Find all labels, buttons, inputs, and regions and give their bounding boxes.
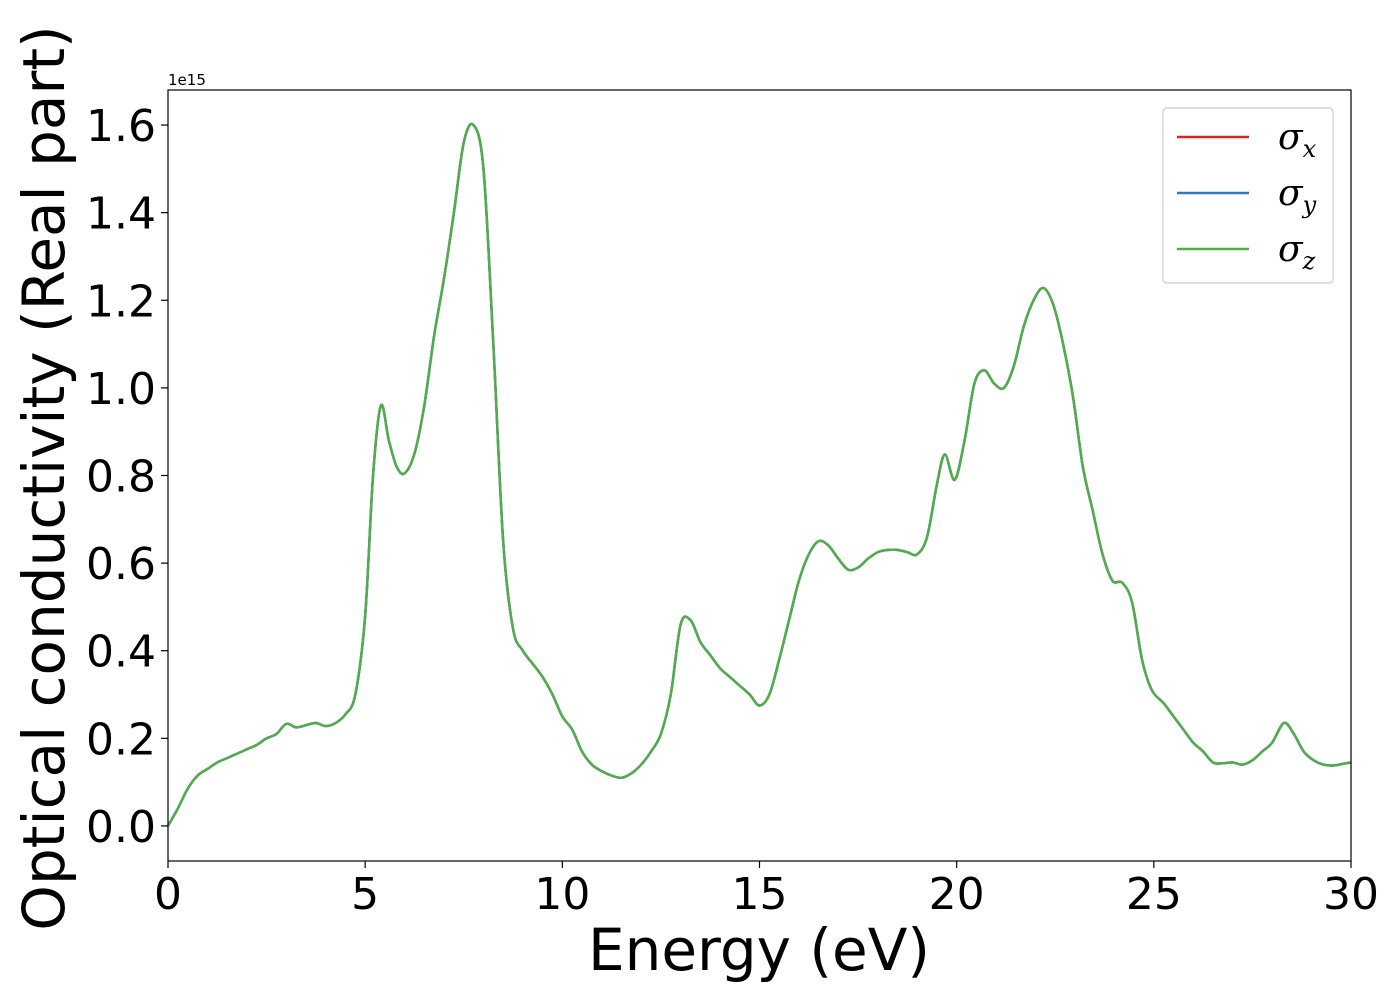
y-tick-label: 0.4 (86, 627, 156, 678)
x-tick-label: 30 (1323, 869, 1379, 920)
y-tick-label: 1.4 (86, 189, 156, 240)
y-tick-label: 0.6 (86, 539, 156, 590)
y-tick-label: 1.2 (86, 276, 156, 327)
x-axis-title: Energy (eV) (588, 916, 930, 984)
y-axis: 0.0 0.2 0.4 0.6 0.8 1.0 1.2 1.4 1.6 (86, 101, 168, 853)
legend-box (1162, 107, 1334, 284)
x-tick-label: 5 (351, 869, 379, 920)
y-tick-label: 0.0 (86, 802, 156, 853)
x-axis: 0 5 10 15 20 25 30 (154, 861, 1379, 920)
legend-label-x: σx (1278, 117, 1317, 163)
y-tick-label: 1.0 (86, 364, 156, 415)
y-offset-label: 1e15 (168, 71, 206, 89)
legend: σx σy σz (1162, 107, 1334, 284)
y-axis-title: Optical conductivity (Real part) (10, 25, 78, 930)
y-tick-label: 0.8 (86, 452, 156, 503)
series-layer (166, 122, 1352, 827)
x-tick-label: 20 (929, 869, 985, 920)
y-tick-label: 0.2 (86, 714, 156, 765)
series-line-z (166, 122, 1352, 827)
x-tick-label: 0 (154, 869, 182, 920)
x-tick-label: 10 (534, 869, 590, 920)
y-tick-label: 1.6 (86, 101, 156, 152)
x-tick-label: 25 (1126, 869, 1182, 920)
x-tick-label: 15 (732, 869, 788, 920)
legend-label-y: σy (1278, 173, 1317, 219)
legend-label-z: σz (1278, 229, 1316, 275)
